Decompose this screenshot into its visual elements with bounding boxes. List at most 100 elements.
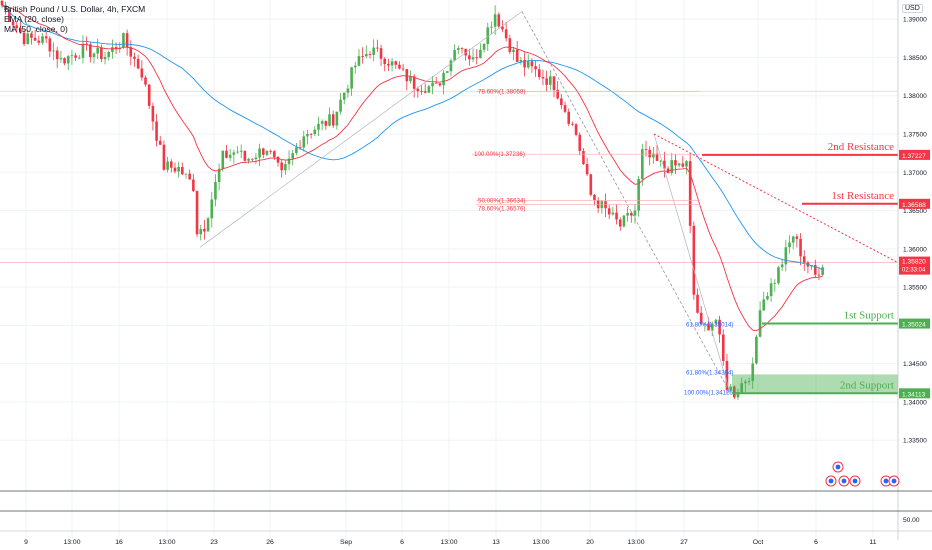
- candle-body: [659, 160, 663, 162]
- candle: [368, 51, 372, 59]
- candle-body: [372, 47, 375, 55]
- candle-body: [96, 47, 99, 54]
- time-tick: 13: [492, 539, 500, 546]
- candle-body: [261, 148, 265, 155]
- candle-body: [515, 49, 519, 62]
- candle: [394, 60, 398, 69]
- candle-body: [306, 134, 309, 137]
- time-tick: Sep: [340, 539, 352, 546]
- candle: [96, 38, 99, 60]
- candle-body: [677, 163, 681, 166]
- price-tick: 1.36000: [903, 246, 927, 253]
- candle-body: [269, 150, 272, 152]
- candle: [365, 45, 368, 59]
- candle-body: [169, 161, 173, 168]
- candle: [515, 40, 519, 62]
- candle-body: [788, 242, 791, 248]
- candle: [670, 152, 674, 176]
- candle-body: [353, 65, 357, 68]
- candle-body: [48, 38, 52, 52]
- candle: [434, 76, 438, 84]
- candle-body: [26, 33, 30, 45]
- candle: [519, 57, 523, 65]
- candle-body: [394, 61, 398, 65]
- candle: [66, 54, 70, 71]
- candle-body: [556, 89, 559, 99]
- price-tick: 1.37500: [903, 131, 927, 138]
- price-tag-text: 1.36588: [902, 202, 926, 209]
- candle: [571, 121, 574, 126]
- candle-body: [703, 323, 707, 325]
- candle-body: [350, 67, 353, 89]
- candle-body: [0, 0, 4, 6]
- candle-body: [77, 57, 81, 59]
- candle: [287, 150, 291, 171]
- candle: [206, 216, 210, 232]
- candle-body: [81, 43, 85, 58]
- candle: [258, 143, 261, 167]
- candle-body: [817, 274, 821, 276]
- candle-body: [401, 68, 405, 70]
- candle: [806, 260, 810, 274]
- price-tag: [899, 149, 930, 160]
- candle: [563, 101, 567, 114]
- candle-body: [140, 68, 144, 78]
- candle-body: [427, 86, 431, 93]
- candle-body: [618, 219, 622, 227]
- time-tick: Oct: [753, 539, 764, 546]
- candle: [795, 233, 799, 248]
- candle-body: [217, 168, 221, 183]
- candle-body: [681, 163, 685, 167]
- candle-body: [258, 148, 261, 158]
- candle-body: [129, 47, 133, 57]
- price-axis: 1.39000 1.38500 1.38000 1.37500 1.37000 1.365…: [897, 0, 932, 550]
- currency-button[interactable]: USD: [902, 4, 923, 13]
- candle: [681, 156, 685, 168]
- candle: [261, 147, 265, 159]
- price-tag-text: 1.35024: [902, 322, 926, 329]
- candle: [788, 235, 791, 254]
- fib-diagonal: [521, 11, 731, 393]
- candle: [567, 108, 571, 127]
- candle: [317, 116, 320, 137]
- candle: [52, 42, 55, 61]
- candle: [729, 383, 732, 392]
- candle: [766, 292, 769, 301]
- candle-body: [530, 61, 534, 67]
- candle: [817, 266, 821, 281]
- candle-body: [460, 48, 464, 49]
- candle: [342, 92, 346, 105]
- candle-body: [821, 267, 824, 275]
- candle: [438, 83, 442, 87]
- candle-body: [688, 161, 692, 226]
- candle-body: [541, 77, 545, 79]
- candle-body: [420, 91, 423, 93]
- time-tick: 6: [400, 539, 404, 546]
- fib-label: 50.00%(1.36634): [478, 197, 525, 204]
- candle-body: [74, 55, 77, 58]
- candle-body: [151, 105, 155, 122]
- candle-body: [755, 336, 758, 364]
- candle: [677, 162, 681, 168]
- candle-body: [111, 47, 114, 52]
- time-tick: 11: [869, 539, 876, 546]
- candle: [618, 217, 622, 231]
- candle-body: [641, 149, 644, 180]
- candle-body: [409, 76, 412, 82]
- candle: [199, 224, 203, 241]
- time-tick: 27: [680, 539, 688, 546]
- candle-body: [457, 48, 460, 50]
- descending-trendline: [653, 133, 899, 264]
- level-label: 1st Support: [844, 310, 894, 322]
- candle: [302, 130, 306, 152]
- candle-body: [317, 123, 320, 130]
- candle-body: [236, 151, 239, 153]
- candle-body: [769, 283, 773, 297]
- candle-body: [63, 58, 66, 64]
- candle: [346, 84, 350, 98]
- candle-body: [508, 38, 512, 52]
- candle-body: [729, 386, 732, 390]
- candle-body: [479, 49, 482, 59]
- candle-body: [799, 238, 802, 257]
